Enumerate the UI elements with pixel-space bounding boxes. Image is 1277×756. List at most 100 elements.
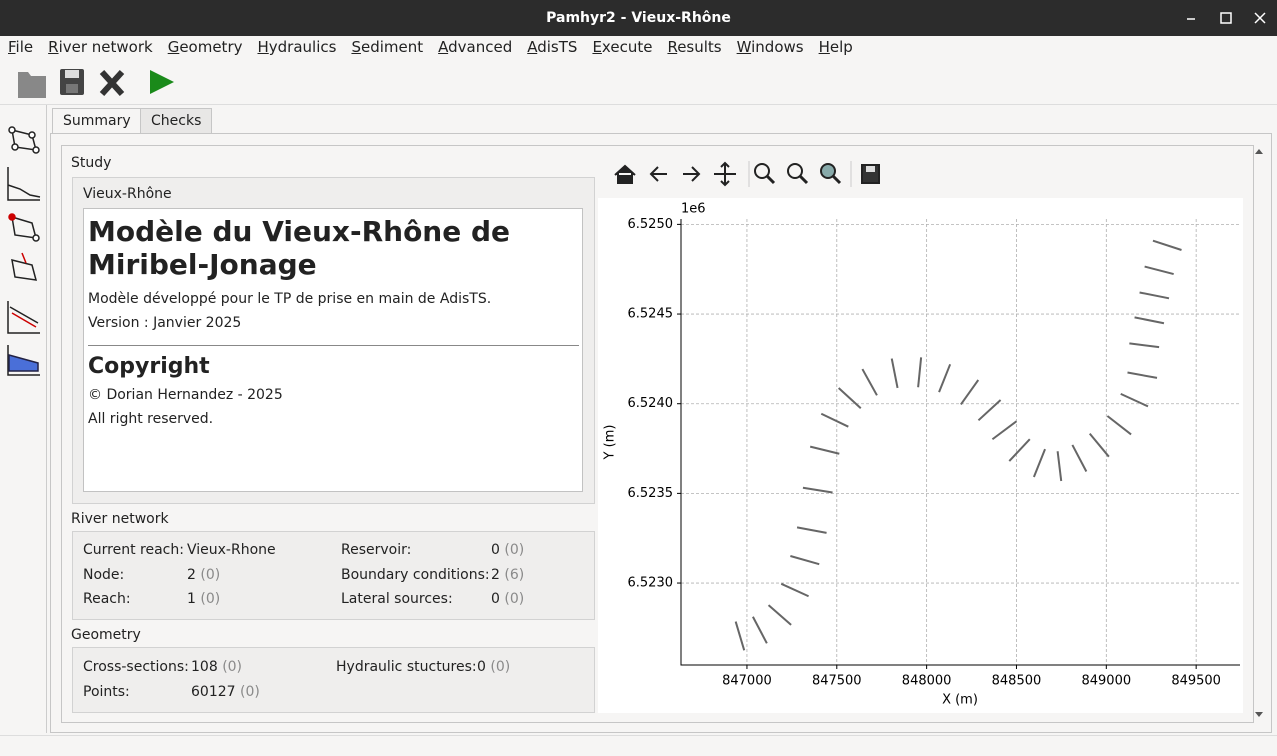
field-label: Reach: <box>83 591 131 607</box>
cross-section <box>767 604 792 626</box>
cross-section <box>861 368 878 396</box>
menu-item[interactable]: Hydraulics <box>257 38 337 56</box>
cross-section <box>1134 316 1165 325</box>
field-label: Cross-sections: <box>83 659 189 675</box>
geometry-group <box>72 647 595 713</box>
heading: Copyright <box>88 354 210 379</box>
title-bar: Pamhyr2 - Vieux-Rhône <box>0 0 1277 36</box>
cross-section <box>809 445 840 455</box>
menu-item[interactable]: Windows <box>736 38 804 56</box>
field-value: 0 (0) <box>477 659 510 675</box>
value: 2 <box>187 567 196 583</box>
cross-section <box>1129 342 1160 349</box>
value: 108 <box>191 659 218 675</box>
axes-frame <box>680 219 1240 666</box>
cross-section <box>1032 448 1046 478</box>
study-description: Modèle du Vieux-Rhône de Miribel-Jonage … <box>83 208 583 492</box>
plot: 1e6 X (m) Y (m) 847000 847500 848000 848500… <box>598 198 1243 713</box>
cross-section <box>752 616 768 644</box>
x-tick-label: 849500 <box>1171 674 1221 689</box>
x-axis-label: X (m) <box>942 693 978 708</box>
field-value: Vieux-Rhone <box>187 542 276 558</box>
field-value: 0 (0) <box>491 591 524 607</box>
plot-toolbar[interactable] <box>605 155 1245 193</box>
count: (6) <box>504 567 525 583</box>
cross-section <box>796 526 827 534</box>
cross-section <box>1088 432 1110 458</box>
cross-section <box>890 358 899 389</box>
count: (0) <box>490 659 511 675</box>
x-tick-label: 849000 <box>1081 674 1131 689</box>
field-label: Boundary conditions: <box>341 567 490 583</box>
cross-section <box>1127 371 1158 379</box>
cross-section <box>780 582 809 598</box>
value: Vieux-Rhone <box>187 542 276 558</box>
cross-section <box>938 363 952 393</box>
menu-item[interactable]: River network <box>48 38 153 56</box>
group-title: River network <box>71 511 169 527</box>
count: (0) <box>240 684 260 700</box>
y-tick-label: 6.5240 <box>628 396 674 411</box>
menu-item[interactable]: Help <box>818 38 853 56</box>
cross-section <box>837 387 862 410</box>
y-tick-label: 6.5235 <box>628 486 674 501</box>
field-value: 60127 (0) <box>191 684 260 700</box>
cross-section <box>1120 392 1149 408</box>
menu-item[interactable]: AdisTS <box>527 38 578 56</box>
field-label: Hydraulic stuctures: <box>336 659 477 675</box>
scrollbar[interactable] <box>1252 146 1266 720</box>
toolbar-icons[interactable] <box>0 58 200 104</box>
menu-item[interactable]: File <box>8 38 34 56</box>
value: 0 <box>477 659 486 675</box>
menu-item[interactable]: Advanced <box>438 38 513 56</box>
field-label: Lateral sources: <box>341 591 453 607</box>
field-value: 2 (0) <box>187 567 220 583</box>
window-controls[interactable] <box>1180 8 1270 28</box>
status-bar <box>0 735 1277 756</box>
cross-section <box>1144 265 1174 276</box>
study-name: Vieux-Rhône <box>83 186 172 202</box>
text: Version : Janvier 2025 <box>88 315 242 331</box>
cross-section <box>991 420 1018 441</box>
heading: Modèle du Vieux-Rhône de Miribel-Jonage <box>88 215 511 281</box>
value: 1 <box>187 591 196 607</box>
tab-panel <box>50 133 1272 733</box>
x-tick-label: 847000 <box>722 674 772 689</box>
cross-section <box>734 621 746 651</box>
menu-item[interactable]: Execute <box>592 38 653 56</box>
cross-section <box>1071 444 1088 472</box>
menu-item[interactable]: Sediment <box>351 38 424 56</box>
text: Modèle développé pour le TP de prise en … <box>88 291 492 307</box>
text: © Dorian Hernandez - 2025 <box>88 387 283 403</box>
cross-section <box>790 555 820 566</box>
menu-item[interactable]: Geometry <box>167 38 243 56</box>
count: (0) <box>222 659 243 675</box>
x-tick-label: 847500 <box>812 674 862 689</box>
count: (0) <box>504 542 525 558</box>
cross-section <box>1106 415 1132 436</box>
tab[interactable]: Checks <box>140 108 213 134</box>
field-label: Reservoir: <box>341 542 412 558</box>
side-toolbar <box>0 105 47 733</box>
field-label: Node: <box>83 567 125 583</box>
value: 0 <box>491 591 500 607</box>
field-value: 108 (0) <box>191 659 242 675</box>
cross-section <box>977 399 1002 422</box>
x-tick-label: 848000 <box>902 674 952 689</box>
toolbar <box>0 58 1277 105</box>
side-toolbar-icons[interactable] <box>0 105 46 385</box>
x-tick-label: 848500 <box>992 674 1042 689</box>
offset-label: 1e6 <box>681 202 706 217</box>
cross-section <box>917 357 923 388</box>
field-value: 0 (0) <box>491 542 524 558</box>
summary-panel <box>61 145 1254 723</box>
value: 0 <box>491 542 500 558</box>
group-title: Study <box>71 155 112 171</box>
tab[interactable]: Summary <box>52 108 142 134</box>
value: 60127 <box>191 684 236 700</box>
value: 2 <box>491 567 500 583</box>
cross-section <box>1139 291 1170 300</box>
menu-item[interactable]: Results <box>667 38 722 56</box>
field-label: Points: <box>83 684 130 700</box>
